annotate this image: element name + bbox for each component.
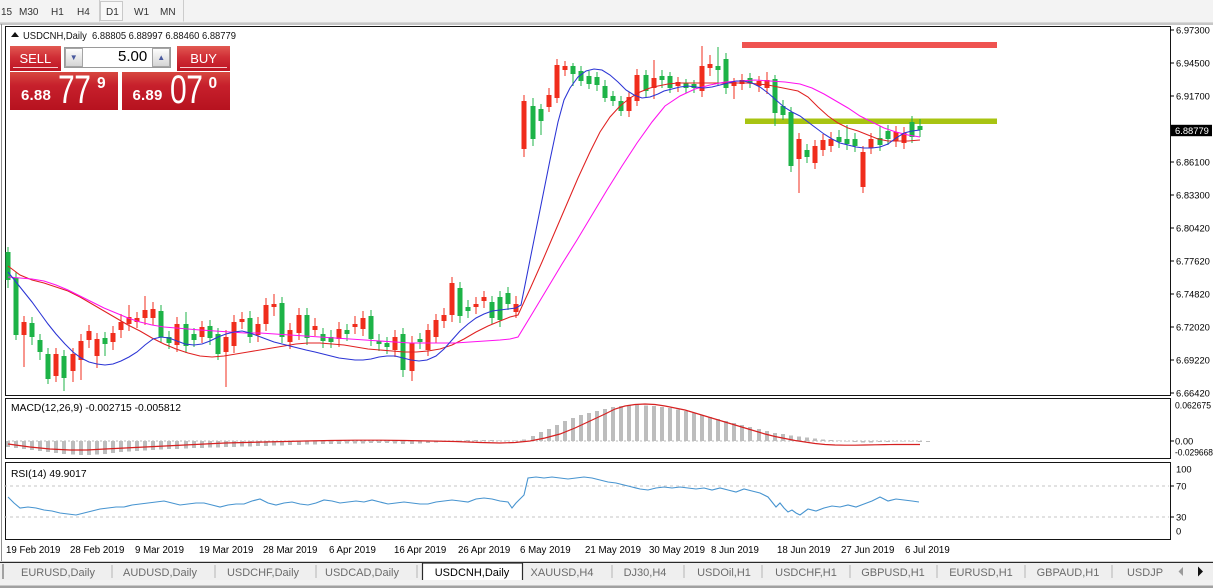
svg-text:AUDUSD,Daily: AUDUSD,Daily <box>123 567 197 579</box>
svg-text:XAUUSD,H4: XAUUSD,H4 <box>531 567 594 579</box>
svg-text:DJ30,H4: DJ30,H4 <box>624 567 667 579</box>
svg-text:GBPAUD,H1: GBPAUD,H1 <box>1037 567 1100 579</box>
svg-text:6.80420: 6.80420 <box>1176 223 1210 234</box>
svg-text:6.74820: 6.74820 <box>1176 289 1210 300</box>
svg-text:6.97300: 6.97300 <box>1176 25 1210 36</box>
svg-text:H4: H4 <box>77 7 90 18</box>
svg-text:6.77620: 6.77620 <box>1176 256 1210 267</box>
svg-text:-0.029668: -0.029668 <box>1175 447 1213 458</box>
svg-text:0: 0 <box>1176 526 1181 537</box>
svg-text:MACD(12,26,9) -0.002715 -0.005: MACD(12,26,9) -0.002715 -0.005812 <box>11 403 181 414</box>
svg-text:USDCAD,Daily: USDCAD,Daily <box>325 567 399 579</box>
svg-text:USDOil,H1: USDOil,H1 <box>697 567 751 579</box>
svg-text:26 Apr 2019: 26 Apr 2019 <box>458 545 510 556</box>
svg-text:18 Jun 2019: 18 Jun 2019 <box>777 545 830 556</box>
svg-text:6.83300: 6.83300 <box>1176 190 1210 201</box>
svg-text:100: 100 <box>1176 464 1192 475</box>
svg-text:6.86100: 6.86100 <box>1176 157 1210 168</box>
svg-text:W1: W1 <box>134 7 149 18</box>
svg-text:21 May 2019: 21 May 2019 <box>585 545 641 556</box>
svg-text:USDCHF,Daily: USDCHF,Daily <box>227 567 300 579</box>
svg-text:GBPUSD,H1: GBPUSD,H1 <box>861 567 925 579</box>
svg-text:27 Jun 2019: 27 Jun 2019 <box>841 545 894 556</box>
svg-text:M30: M30 <box>19 7 39 18</box>
svg-text:16 Apr 2019: 16 Apr 2019 <box>394 545 446 556</box>
svg-text:15: 15 <box>1 7 13 18</box>
svg-text:6 May 2019: 6 May 2019 <box>520 545 571 556</box>
svg-text:30 May 2019: 30 May 2019 <box>649 545 705 556</box>
svg-text:19 Mar 2019: 19 Mar 2019 <box>199 545 253 556</box>
svg-text:USDCHF,H1: USDCHF,H1 <box>775 567 837 579</box>
svg-text:6.66420: 6.66420 <box>1176 388 1210 399</box>
svg-text:28 Feb 2019: 28 Feb 2019 <box>70 545 124 556</box>
svg-text:0.062675: 0.062675 <box>1175 400 1211 411</box>
svg-text:D1: D1 <box>106 7 119 18</box>
svg-text:USDCNH,Daily 6.88805 6.88997: USDCNH,Daily 6.88805 6.88997 6.88460 6.8… <box>23 31 236 42</box>
svg-text:19 Feb 2019: 19 Feb 2019 <box>6 545 60 556</box>
svg-text:6.69220: 6.69220 <box>1176 355 1210 366</box>
svg-text:USDJP: USDJP <box>1127 567 1163 579</box>
svg-text:0.00: 0.00 <box>1175 436 1193 447</box>
svg-text:28 Mar 2019: 28 Mar 2019 <box>263 545 317 556</box>
svg-text:USDCNH,Daily: USDCNH,Daily <box>435 567 510 579</box>
svg-text:6.88779: 6.88779 <box>1175 125 1209 136</box>
svg-text:6 Jul 2019: 6 Jul 2019 <box>905 545 950 556</box>
svg-text:6.94500: 6.94500 <box>1176 58 1210 69</box>
svg-text:EURUSD,Daily: EURUSD,Daily <box>21 567 95 579</box>
svg-text:6.91700: 6.91700 <box>1176 91 1210 102</box>
svg-text:6 Apr 2019: 6 Apr 2019 <box>329 545 376 556</box>
svg-text:RSI(14) 49.9017: RSI(14) 49.9017 <box>11 469 87 480</box>
svg-text:6.72020: 6.72020 <box>1176 322 1210 333</box>
svg-text:30: 30 <box>1176 512 1186 523</box>
svg-text:70: 70 <box>1176 481 1186 492</box>
svg-text:MN: MN <box>160 7 176 18</box>
svg-text:9 Mar 2019: 9 Mar 2019 <box>135 545 184 556</box>
svg-text:8 Jun 2019: 8 Jun 2019 <box>711 545 759 556</box>
svg-text:EURUSD,H1: EURUSD,H1 <box>949 567 1013 579</box>
svg-text:H1: H1 <box>51 7 64 18</box>
